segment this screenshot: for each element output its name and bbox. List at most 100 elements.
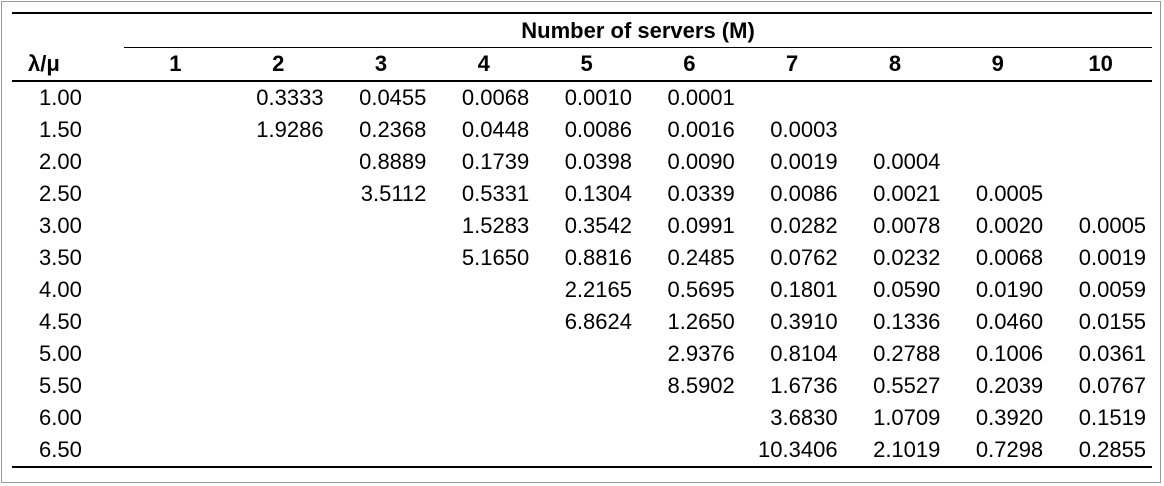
- table-cell: [227, 210, 330, 242]
- row-lambda-mu-value: 3.00: [39, 213, 82, 238]
- row-lambda-mu-value: 4.50: [39, 309, 82, 334]
- table-cell: 0.0190: [975, 277, 1044, 302]
- table-cell: [227, 402, 330, 434]
- column-header-servers-2: 2: [226, 47, 330, 82]
- table-cell: 0.0398: [564, 149, 632, 174]
- table-cell: 0.0021: [873, 181, 941, 206]
- table-cell: 3.5112: [360, 181, 427, 206]
- table-cell: 0.0068: [461, 85, 530, 110]
- table-cell: [124, 210, 227, 242]
- table-cell: 0.8104: [770, 341, 838, 366]
- table-cell: 10.3406: [740, 434, 844, 468]
- table-row: 2.00 0.8889 0.1739 0.0398 0.0090 0.0019 0.0004: [12, 146, 1152, 178]
- row-lambda-mu-value: 2.50: [39, 181, 82, 206]
- table-cell: 0.0059: [1078, 277, 1147, 302]
- table-cell: [637, 434, 741, 468]
- table-cell: [432, 338, 535, 370]
- table-cell: [124, 242, 227, 274]
- table-cell: 0.0232: [873, 245, 941, 270]
- table-cell: 1.6736: [770, 373, 838, 398]
- column-header-servers-9: 9: [946, 47, 1050, 82]
- table-cell: 0.0590: [873, 277, 941, 302]
- table-cell: [227, 306, 330, 338]
- table-cell: [124, 338, 227, 370]
- table-cell: 0.0001: [667, 85, 735, 110]
- table-cell: [227, 178, 330, 210]
- table-cell: 0.0991: [667, 213, 735, 238]
- table-cell: 0.0005: [975, 181, 1044, 206]
- table-cell: 0.0019: [1078, 245, 1147, 270]
- table-cell: [946, 81, 1049, 114]
- table-cell: 0.0004: [873, 149, 941, 174]
- table-body: 1.00 0.3333 0.0455 0.0068 0.0010 0.0001 1.50 1.…: [12, 81, 1153, 468]
- table-cell: [329, 434, 433, 468]
- table-cell: 0.0005: [1078, 213, 1147, 238]
- table-cell: 0.0078: [873, 213, 941, 238]
- table-row: 4.50 6.8624 1.2650 0.3910 0.1336 0.0460 0.0155: [12, 306, 1152, 338]
- table-cell: 0.7298: [946, 434, 1050, 468]
- table-cell: [124, 306, 227, 338]
- table-row: 3.00 1.5283 0.3542 0.0991 0.0282 0.0078 0.0020…: [12, 210, 1152, 242]
- table-cell: 0.0339: [667, 181, 735, 206]
- table-cell: 6.8624: [564, 309, 632, 334]
- table-cell: [741, 81, 844, 114]
- table-cell: [227, 370, 330, 402]
- table-cell: [535, 402, 638, 434]
- servers-table: Number of servers (M) λ/μ 1 2 3 4 5 6 7 …: [12, 12, 1153, 468]
- table-cell: [432, 434, 536, 468]
- table-cell: 0.3910: [770, 309, 838, 334]
- table-row: 3.50 5.1650 0.8816 0.2485 0.0762 0.0232 0.0068…: [12, 242, 1152, 274]
- group-header-row: Number of servers (M): [12, 12, 1153, 48]
- table-cell: 0.3542: [564, 213, 632, 238]
- table-row: 6.00 3.6830 1.0709 0.3920 0.1519: [12, 402, 1152, 434]
- table-cell: [535, 338, 638, 370]
- table-cell: 0.1739: [461, 149, 530, 174]
- table-cell: [1049, 146, 1152, 178]
- table-cell: 2.9376: [667, 341, 735, 366]
- table-row: 1.00 0.3333 0.0455 0.0068 0.0010 0.0001: [12, 81, 1152, 114]
- table-cell: [844, 114, 947, 146]
- table-cell: 0.8889: [359, 149, 427, 174]
- table-cell: 2.1019: [843, 434, 947, 468]
- table-cell: 0.0086: [564, 117, 632, 142]
- table-cell: 0.0016: [667, 117, 735, 142]
- column-header-servers-10: 10: [1049, 47, 1153, 82]
- table-cell: [844, 81, 947, 114]
- table-cell: [1049, 114, 1152, 146]
- column-header-servers-8: 8: [843, 47, 947, 82]
- table-cell: 0.0068: [975, 245, 1044, 270]
- table-row: 2.50 3.5112 0.5331 0.1304 0.0339 0.0086 0.0021…: [12, 178, 1152, 210]
- table-cell: 3.6830: [770, 405, 838, 430]
- table-cell: 0.5695: [667, 277, 735, 302]
- table-cell: 0.5527: [873, 373, 941, 398]
- row-lambda-mu-value: 6.50: [12, 434, 124, 468]
- table-cell: 0.0762: [770, 245, 838, 270]
- table-row: 5.00 2.9376 0.8104 0.2788 0.1006 0.0361: [12, 338, 1152, 370]
- group-header-spacer: [12, 12, 124, 48]
- table-cell: 0.0767: [1078, 373, 1147, 398]
- table-cell: [432, 370, 535, 402]
- table-cell: [330, 370, 433, 402]
- column-header-servers-5: 5: [535, 47, 638, 82]
- row-lambda-mu-value: 3.50: [39, 245, 82, 270]
- table-cell: [638, 402, 741, 434]
- row-lambda-mu-value: 6.00: [39, 405, 82, 430]
- table-cell: 0.8816: [564, 245, 632, 270]
- table-cell: [330, 338, 433, 370]
- table-cell: [946, 146, 1049, 178]
- table-cell: 0.0086: [770, 181, 838, 206]
- table-cell: [535, 370, 638, 402]
- table-cell: 5.1650: [461, 245, 530, 270]
- table-cell: [330, 242, 433, 274]
- table-cell: 0.2368: [359, 117, 427, 142]
- table-cell: [330, 306, 433, 338]
- row-lambda-mu-value: 1.00: [39, 85, 82, 110]
- table-cell: [227, 146, 330, 178]
- table-cell: [124, 146, 227, 178]
- row-lambda-mu-value: 1.50: [39, 117, 82, 142]
- table-cell: [432, 274, 535, 306]
- group-header-title: Number of servers (M): [124, 12, 1153, 48]
- table-row: 6.50 10.3406 2.1019 0.7298 0.2855: [12, 434, 1153, 468]
- table-cell: [1049, 178, 1152, 210]
- table-cell: 0.0460: [975, 309, 1044, 334]
